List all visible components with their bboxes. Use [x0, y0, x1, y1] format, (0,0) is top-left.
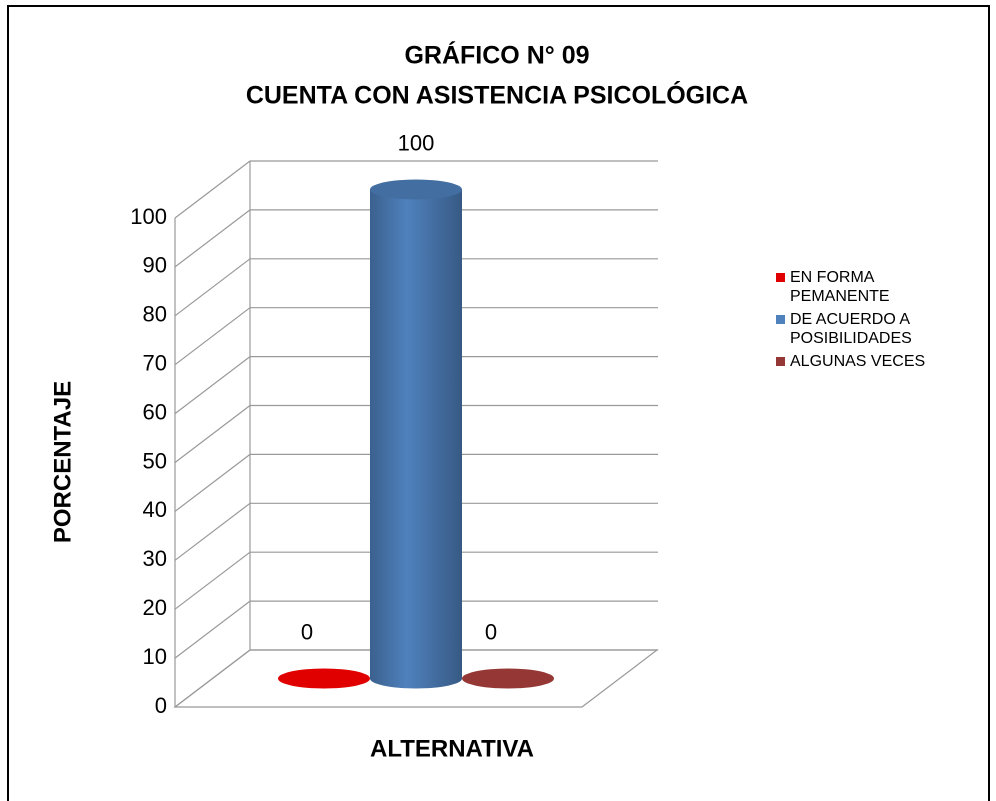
- y-tick-label: 30: [143, 546, 167, 571]
- y-tick-label: 70: [143, 351, 167, 376]
- legend-item: ALGUNAS VECES: [776, 352, 926, 371]
- grid-line-side: [174, 502, 251, 561]
- grid-line-side: [174, 600, 251, 659]
- legend-label: DE ACUERDO A POSIBILIDADES: [790, 311, 912, 347]
- bar-top: [370, 179, 462, 200]
- frame: [7, 5, 990, 801]
- y-tick-label: 80: [143, 302, 167, 327]
- bar-body: [370, 189, 462, 689]
- bar: [462, 668, 554, 689]
- grid-line-side: [174, 356, 251, 415]
- grid-line-side: [174, 209, 251, 268]
- legend: EN FORMA PEMANENTE DE ACUERDO A POSIBILID…: [776, 268, 926, 375]
- y-tick-label: 90: [143, 253, 167, 278]
- bar: [278, 668, 370, 689]
- y-tick-label: 10: [143, 644, 167, 669]
- grid-line-side: [174, 551, 251, 610]
- grid-line-side: [174, 405, 251, 463]
- legend-swatch: [776, 357, 785, 366]
- x-axis-label: ALTERNATIVA: [370, 735, 534, 762]
- bar-top: [278, 668, 370, 689]
- legend-swatch: [776, 315, 785, 324]
- y-tick-label: 50: [143, 448, 167, 473]
- legend-item: DE ACUERDO A POSIBILIDADES: [776, 310, 926, 348]
- y-tick-label: 0: [155, 693, 167, 718]
- chart-subtitle: CUENTA CON ASISTENCIA PSICOLÓGICA: [246, 80, 748, 110]
- bar-top: [462, 668, 554, 689]
- grid-line-side: [174, 160, 251, 219]
- data-label: 0: [301, 619, 313, 644]
- data-label: 100: [398, 130, 435, 155]
- y-axis-label: PORCENTAJE: [49, 381, 76, 543]
- grid-line-side: [174, 453, 251, 512]
- grid-line-side: [174, 258, 251, 317]
- bar: [370, 179, 462, 689]
- legend-label: EN FORMA PEMANENTE: [790, 269, 890, 305]
- y-tick-label: 40: [143, 497, 167, 522]
- legend-item: EN FORMA PEMANENTE: [776, 268, 926, 306]
- legend-label: ALGUNAS VECES: [790, 353, 926, 370]
- chart-title: GRÁFICO N° 09: [404, 41, 589, 70]
- legend-swatch: [776, 273, 785, 282]
- y-tick-label: 60: [143, 399, 167, 424]
- y-tick-label: 20: [143, 595, 167, 620]
- data-label: 0: [485, 619, 497, 644]
- grid-line-side: [174, 649, 251, 708]
- y-tick-label: 100: [130, 204, 167, 229]
- grid-line-side: [174, 307, 251, 366]
